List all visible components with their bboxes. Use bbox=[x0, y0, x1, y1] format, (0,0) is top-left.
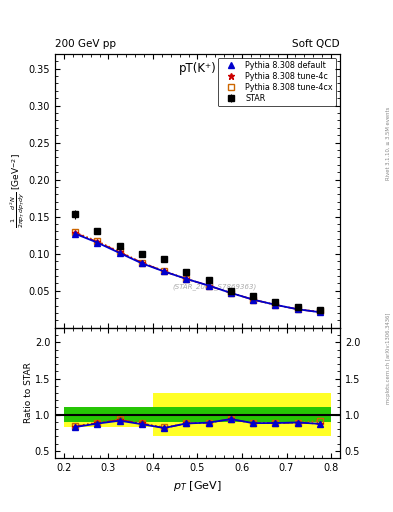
Pythia 8.308 default bbox=[140, 260, 144, 266]
Pythia 8.308 tune-4cx bbox=[95, 238, 100, 244]
Pythia 8.308 tune-4cx bbox=[162, 268, 167, 274]
Pythia 8.308 default bbox=[318, 309, 322, 315]
Pythia 8.308 tune-4cx bbox=[273, 302, 278, 308]
Text: (STAR_2008_S7869363): (STAR_2008_S7869363) bbox=[173, 283, 257, 290]
Text: 200 GeV pp: 200 GeV pp bbox=[55, 38, 116, 49]
Text: pT(K⁺): pT(K⁺) bbox=[178, 62, 217, 75]
Line: Pythia 8.308 tune-4c: Pythia 8.308 tune-4c bbox=[72, 229, 323, 316]
Pythia 8.308 tune-4cx bbox=[73, 229, 77, 236]
Pythia 8.308 default bbox=[273, 302, 278, 308]
Pythia 8.308 tune-4cx bbox=[184, 276, 189, 282]
Pythia 8.308 default bbox=[206, 283, 211, 289]
Text: mcplots.cern.ch [arXiv:1306.3436]: mcplots.cern.ch [arXiv:1306.3436] bbox=[386, 313, 391, 404]
Pythia 8.308 tune-4c bbox=[206, 283, 211, 289]
Pythia 8.308 default bbox=[162, 268, 167, 274]
Pythia 8.308 tune-4cx bbox=[318, 308, 322, 314]
Pythia 8.308 tune-4cx bbox=[228, 290, 233, 296]
Pythia 8.308 default bbox=[251, 296, 255, 303]
Line: Pythia 8.308 tune-4cx: Pythia 8.308 tune-4cx bbox=[72, 229, 323, 314]
Pythia 8.308 tune-4cx bbox=[251, 296, 255, 303]
Pythia 8.308 tune-4cx bbox=[117, 248, 122, 254]
Pythia 8.308 tune-4c bbox=[140, 260, 144, 266]
Pythia 8.308 tune-4c bbox=[251, 296, 255, 303]
Pythia 8.308 tune-4c bbox=[273, 302, 278, 308]
Pythia 8.308 default bbox=[73, 230, 77, 237]
Line: Pythia 8.308 default: Pythia 8.308 default bbox=[72, 231, 323, 315]
Pythia 8.308 tune-4c bbox=[73, 230, 77, 236]
Pythia 8.308 default bbox=[117, 250, 122, 256]
Pythia 8.308 tune-4cx bbox=[295, 306, 300, 312]
Pythia 8.308 tune-4c bbox=[95, 239, 100, 245]
X-axis label: $p_T$ [GeV]: $p_T$ [GeV] bbox=[173, 479, 222, 493]
Pythia 8.308 default bbox=[295, 306, 300, 312]
Pythia 8.308 default bbox=[184, 276, 189, 282]
Text: Rivet 3.1.10, ≥ 3.5M events: Rivet 3.1.10, ≥ 3.5M events bbox=[386, 106, 391, 180]
Y-axis label: Ratio to STAR: Ratio to STAR bbox=[24, 362, 33, 423]
Y-axis label: $\frac{1}{2\pi p_T}\frac{d^2N}{dp_T dy}$ [GeV$^{-2}$]: $\frac{1}{2\pi p_T}\frac{d^2N}{dp_T dy}$… bbox=[9, 153, 27, 228]
Pythia 8.308 tune-4c bbox=[318, 309, 322, 315]
Pythia 8.308 tune-4c bbox=[228, 290, 233, 296]
Pythia 8.308 tune-4cx bbox=[206, 283, 211, 289]
Pythia 8.308 default bbox=[95, 240, 100, 246]
Pythia 8.308 tune-4c bbox=[295, 306, 300, 312]
Pythia 8.308 tune-4cx bbox=[140, 260, 144, 266]
Pythia 8.308 default bbox=[228, 290, 233, 296]
Pythia 8.308 tune-4c bbox=[117, 249, 122, 255]
Pythia 8.308 tune-4c bbox=[184, 276, 189, 282]
Pythia 8.308 tune-4c bbox=[162, 268, 167, 274]
Text: Soft QCD: Soft QCD bbox=[292, 38, 340, 49]
Legend: Pythia 8.308 default, Pythia 8.308 tune-4c, Pythia 8.308 tune-4cx, STAR: Pythia 8.308 default, Pythia 8.308 tune-… bbox=[218, 58, 336, 106]
